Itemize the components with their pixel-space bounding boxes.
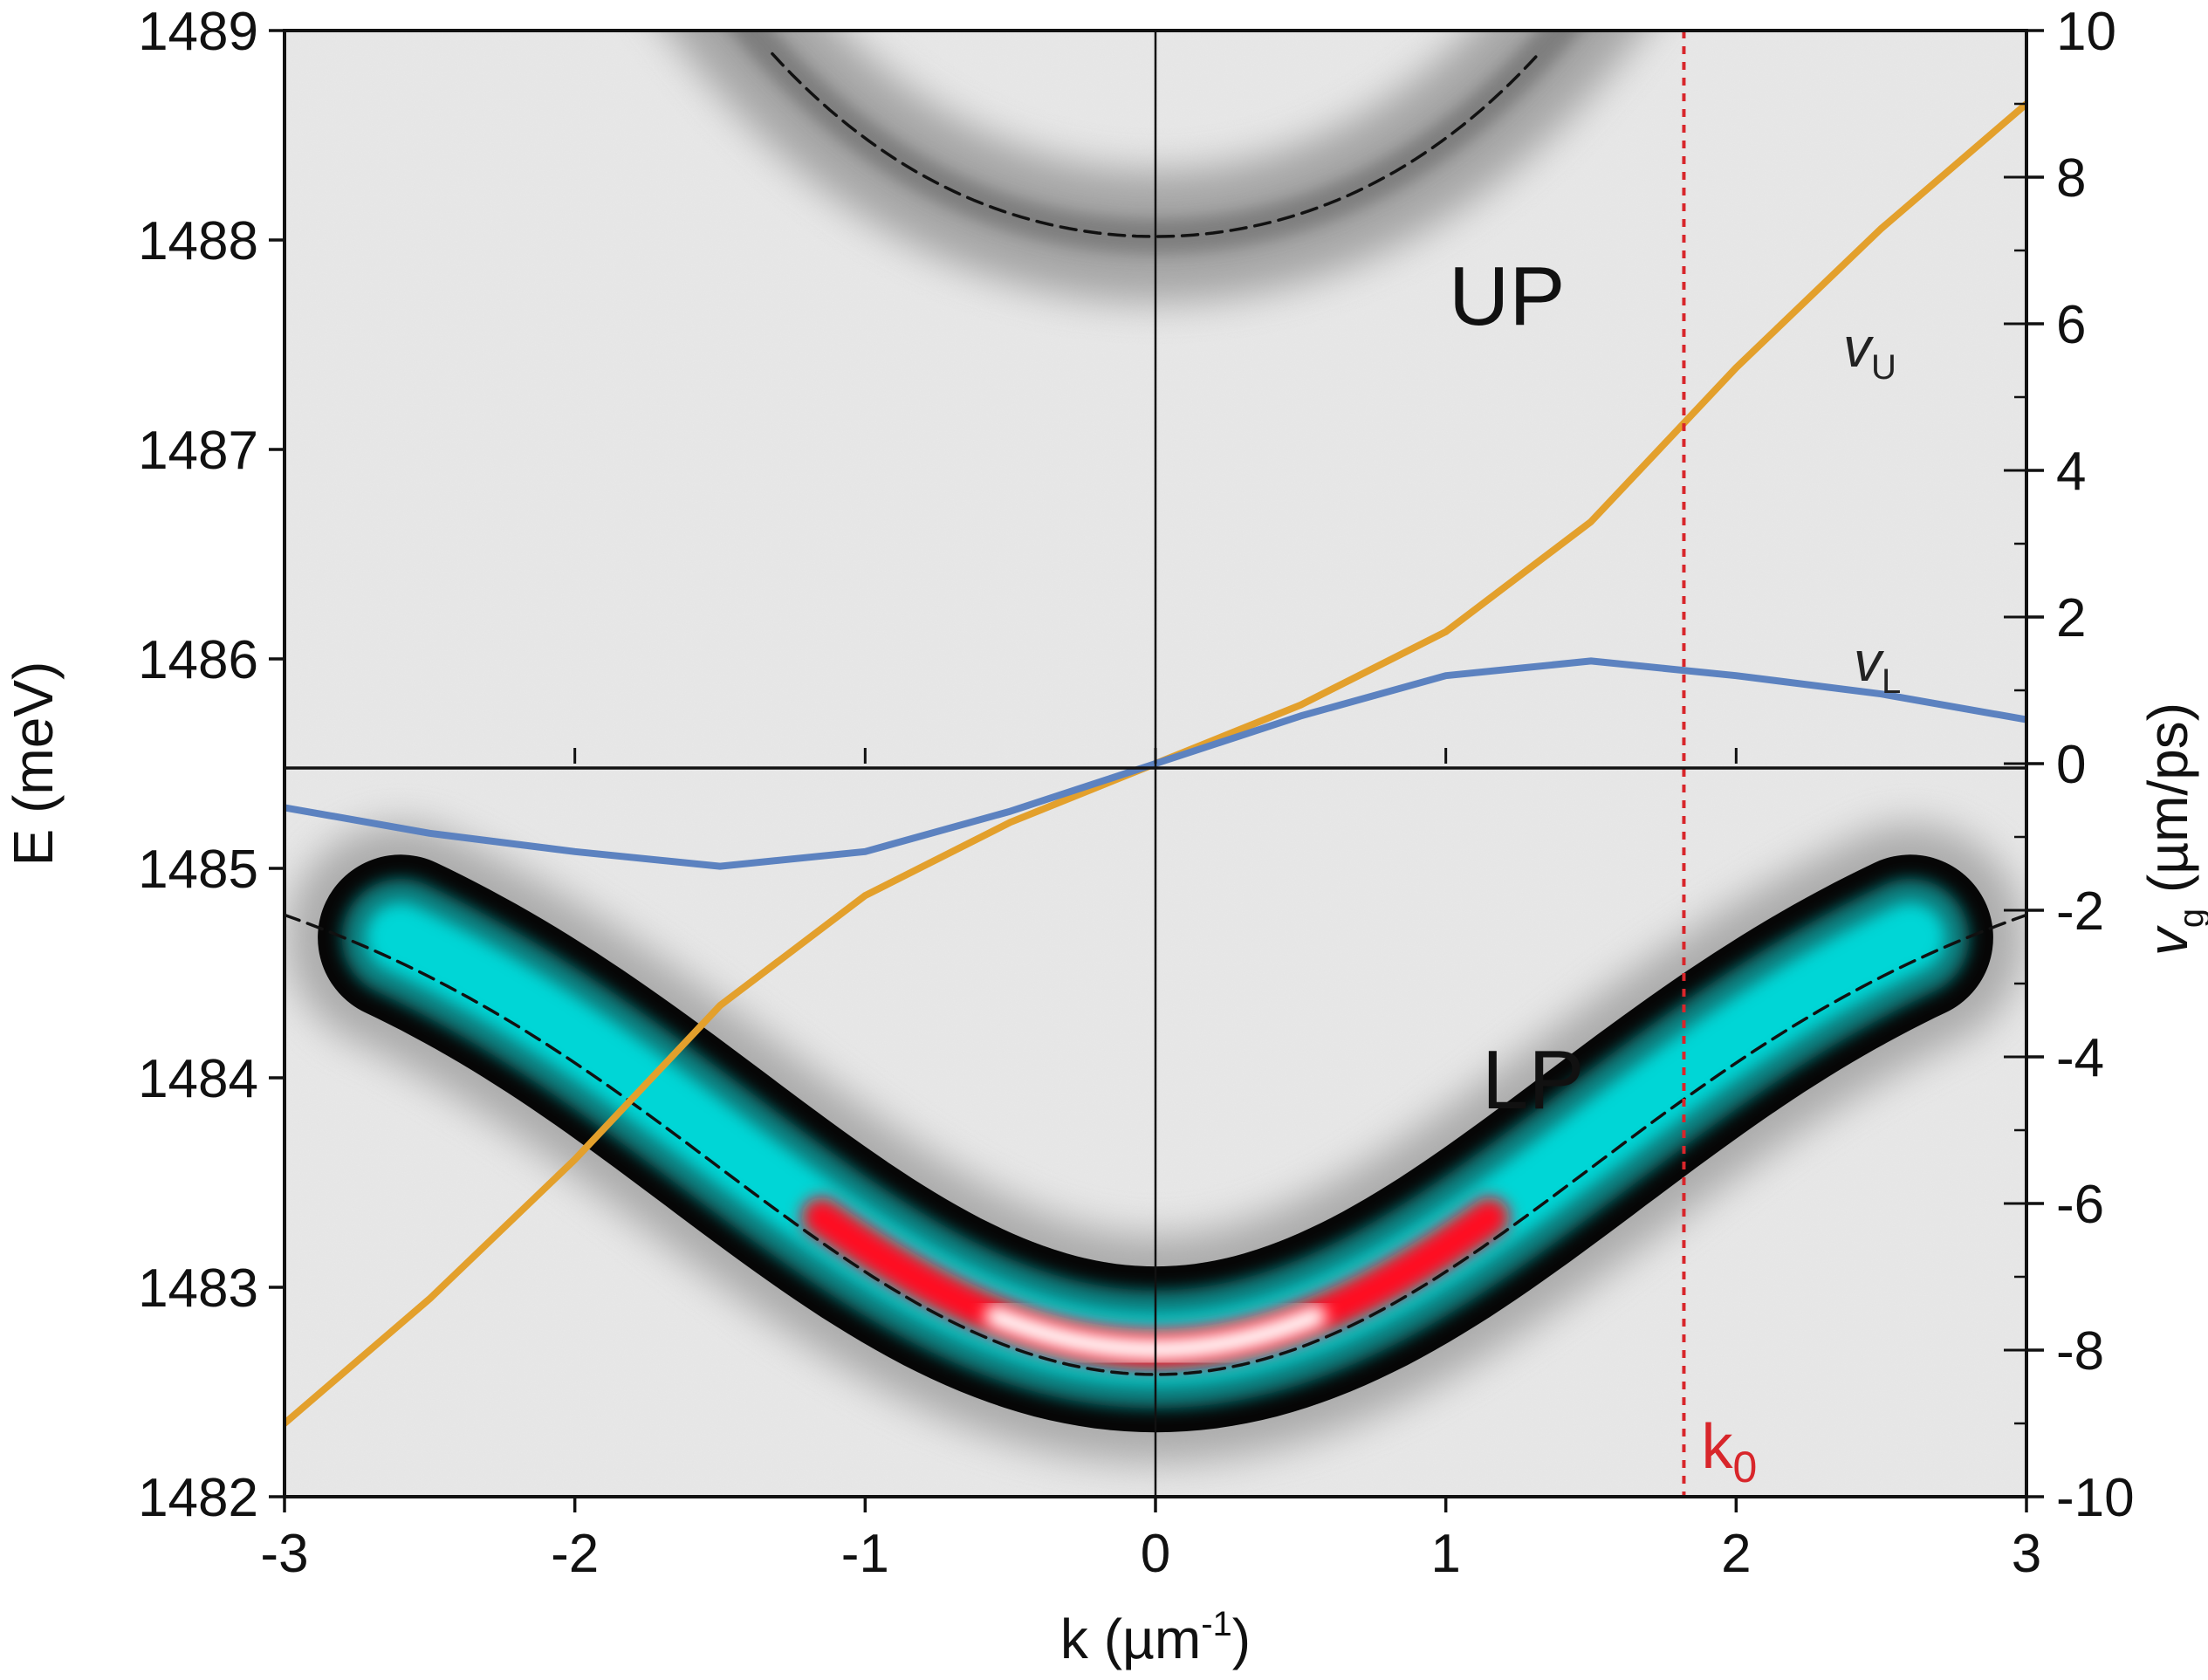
y2-tick-label: -10 xyxy=(2056,1468,2135,1528)
y-tick-label: 1482 xyxy=(138,1468,258,1528)
y2-tick-label: -6 xyxy=(2056,1175,2104,1235)
y2-tick-label: -8 xyxy=(2056,1321,2104,1382)
tick-labels: -3 -2 -1 0 1 2 3148214831484148514861487148814… xyxy=(138,2,2135,1584)
x-tick-label: 2 xyxy=(1721,1524,1751,1584)
y2-tick-label: 4 xyxy=(2056,442,2086,502)
up-branch-label: UP xyxy=(1449,250,1565,343)
y-tick-label: 1487 xyxy=(138,421,258,481)
k0-label: k0 xyxy=(1702,1412,1758,1491)
y2-axis-title: vg (µm/ps) xyxy=(2136,703,2208,956)
series-lp-dispersion xyxy=(285,913,2026,1376)
x-axis-title-superscript: -1 xyxy=(1201,1605,1232,1643)
y2-tick-label: 8 xyxy=(2056,148,2086,209)
x-tick-label: 3 xyxy=(2012,1524,2041,1584)
y2-tick-label: 6 xyxy=(2056,295,2086,355)
y2-tick-label: -4 xyxy=(2056,1028,2104,1088)
y-tick-label: 1485 xyxy=(138,840,258,900)
y2-tick-label: 10 xyxy=(2056,2,2116,62)
vl-label: vL xyxy=(1854,630,1901,701)
x-tick-label: 1 xyxy=(1430,1524,1460,1584)
x-tick-label: 0 xyxy=(1141,1524,1170,1584)
y2-tick-label: 0 xyxy=(2056,735,2086,795)
y-tick-label: 1486 xyxy=(138,630,258,690)
x-axis-title: k (µm-1) xyxy=(1060,1605,1251,1670)
ticks xyxy=(269,29,2044,1512)
x-tick-label: -3 xyxy=(260,1524,308,1584)
y-axis-title: E (meV) xyxy=(2,662,65,867)
vu-label: vU xyxy=(1843,316,1896,387)
y-tick-label: 1484 xyxy=(138,1049,258,1109)
y2-axis-title-subscript: g xyxy=(2172,909,2208,928)
y-tick-label: 1488 xyxy=(138,211,258,271)
y-tick-label: 1483 xyxy=(138,1258,258,1319)
x-tick-label: -2 xyxy=(551,1524,599,1584)
y2-tick-label: 2 xyxy=(2056,588,2086,648)
lp-branch-label: LP xyxy=(1482,1033,1584,1127)
y-tick-label: 1489 xyxy=(138,2,258,62)
y2-tick-label: -2 xyxy=(2056,881,2104,942)
series-up-dispersion xyxy=(771,51,1540,238)
x-tick-label: -1 xyxy=(841,1524,889,1584)
